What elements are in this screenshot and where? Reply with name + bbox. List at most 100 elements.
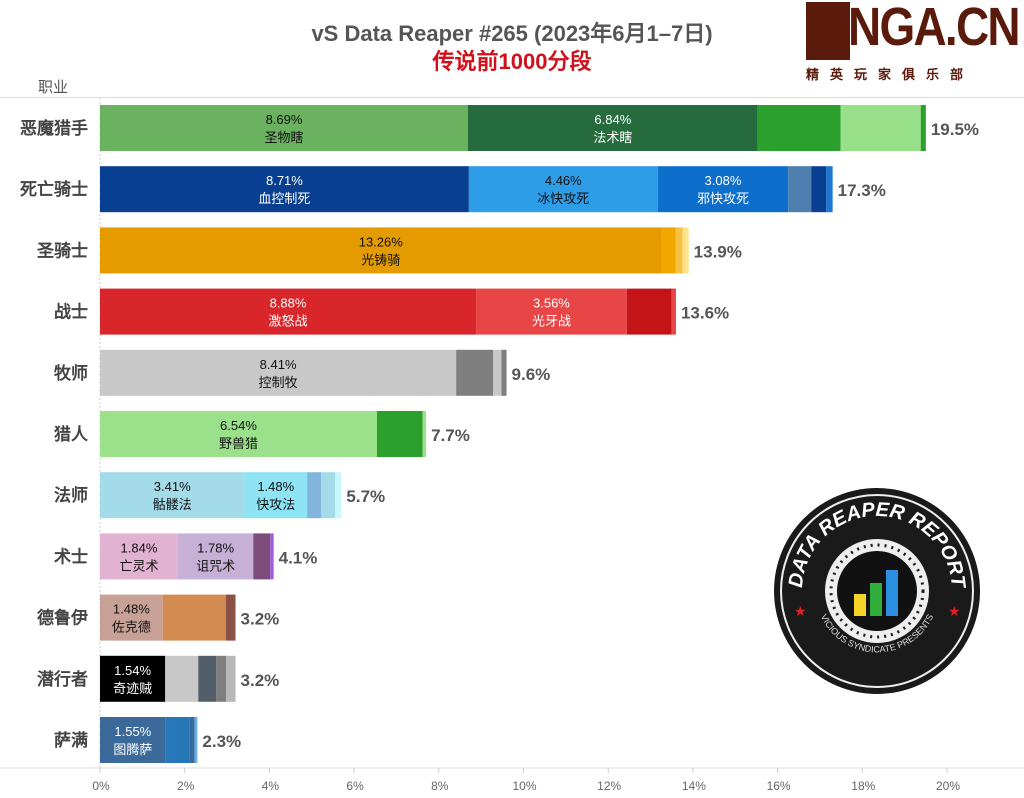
segment-name-label: 野兽猎 [219,436,258,451]
bar-segment [270,533,274,580]
bar-segment [468,105,758,151]
total-label: 7.7% [431,426,470,445]
x-tick-label: 20% [936,779,960,793]
bar-segment [476,288,627,335]
bar-segment [226,655,236,702]
bar-segment [675,227,683,274]
segment-value-label: 1.55% [114,724,151,739]
bar-segment [657,166,789,213]
category-label: 圣骑士 [37,240,88,260]
segment-value-label: 1.84% [121,540,158,555]
bar-segment [177,533,254,580]
bar-segment [811,166,827,213]
segment-value-label: 8.41% [260,357,297,372]
segment-name-label: 亡灵术 [119,558,158,573]
total-label: 9.6% [512,365,551,384]
bar-segment [468,166,658,213]
bear-paw-icon [806,2,850,60]
segment-value-label: 6.84% [594,112,631,127]
x-tick-label: 8% [431,779,449,793]
segment-name-label: 图腾萨 [113,742,152,757]
x-tick-label: 10% [512,779,536,793]
x-tick-label: 2% [177,779,195,793]
category-label: 萨满 [54,730,88,750]
total-label: 4.1% [279,548,318,567]
bar-segment [100,166,469,213]
segment-value-label: 13.26% [359,234,404,249]
bar-segment [493,349,502,396]
nga-logo: NGA.CN 精英玩家俱乐部 [806,0,1024,82]
segment-name-label: 光牙战 [532,314,571,329]
bar-segment [100,227,662,274]
segment-name-label: 快攻法 [256,497,295,512]
segment-name-label: 控制牧 [259,375,298,390]
bar-segment [920,105,926,151]
bar-segment [840,105,921,151]
segment-value-label: 3.56% [533,296,570,311]
category-label: 战士 [54,302,88,322]
bar-segment [788,166,812,213]
bar-segment [244,472,308,519]
segment-value-label: 4.46% [545,173,582,188]
segment-value-label: 8.71% [266,173,303,188]
x-tick-label: 12% [597,779,621,793]
x-tick-label: 6% [346,779,364,793]
bar-segment [307,472,322,519]
bar-segment [194,717,198,763]
category-label: 法师 [54,485,88,505]
segment-value-label: 3.41% [154,479,191,494]
segment-value-label: 8.88% [270,296,307,311]
bar-segment [100,594,163,641]
chart-subtitle: 传说前1000分段 [432,49,592,74]
segment-value-label: 1.54% [114,663,151,678]
category-label: 德鲁伊 [37,608,88,628]
segment-name-label: 骷髅法 [153,497,192,512]
segment-name-label: 法术瞎 [593,130,632,145]
bar-segment [826,166,833,213]
total-label: 5.7% [346,487,385,506]
bar-segment [189,717,195,763]
total-label: 2.3% [202,732,241,751]
bar-segment [165,717,178,763]
category-label: 死亡骑士 [20,179,88,199]
x-tick-label: 14% [682,779,706,793]
total-label: 19.5% [931,120,979,139]
segment-name-label: 激怒战 [269,314,308,329]
total-label: 3.2% [241,610,280,629]
segment-name-label: 冰快攻死 [537,191,589,206]
segment-name-label: 血控制死 [258,191,310,206]
total-label: 13.9% [694,242,742,261]
category-label: 术士 [54,546,88,566]
bar-segment [100,533,178,580]
bar-segment [626,288,672,335]
segment-name-label: 佐克德 [112,620,151,635]
bar-segment [216,655,227,702]
logo-text: NGA.CN [848,0,1021,57]
data-reaper-badge-logo: DATA REAPER REPORT VICIOUS SYNDICATE PRE… [774,488,980,694]
bar-segment [100,717,166,763]
total-label: 17.3% [838,181,886,200]
segment-value-label: 6.54% [220,418,257,433]
bar-segment [757,105,841,151]
bar-segment [100,349,457,396]
total-label: 3.2% [241,671,280,690]
column-header: 职业 [38,79,69,96]
segment-name-label: 光铸骑 [361,252,400,267]
x-tick-label: 4% [262,779,280,793]
bar-segment [321,472,336,519]
bar-segment [225,594,236,641]
star-icon: ★ [794,603,807,619]
segment-value-label: 1.48% [257,479,294,494]
bar-segment [456,349,494,396]
bar-segment [165,655,199,702]
segment-name-label: 圣物瞎 [265,130,304,145]
bar-segment [100,655,166,702]
segment-value-label: 1.78% [197,540,234,555]
x-tick-label: 0% [92,779,110,793]
segment-value-label: 3.08% [705,173,742,188]
segment-name-label: 诅咒术 [196,558,235,573]
bar-segment [376,411,423,457]
category-label: 牧师 [54,363,88,383]
